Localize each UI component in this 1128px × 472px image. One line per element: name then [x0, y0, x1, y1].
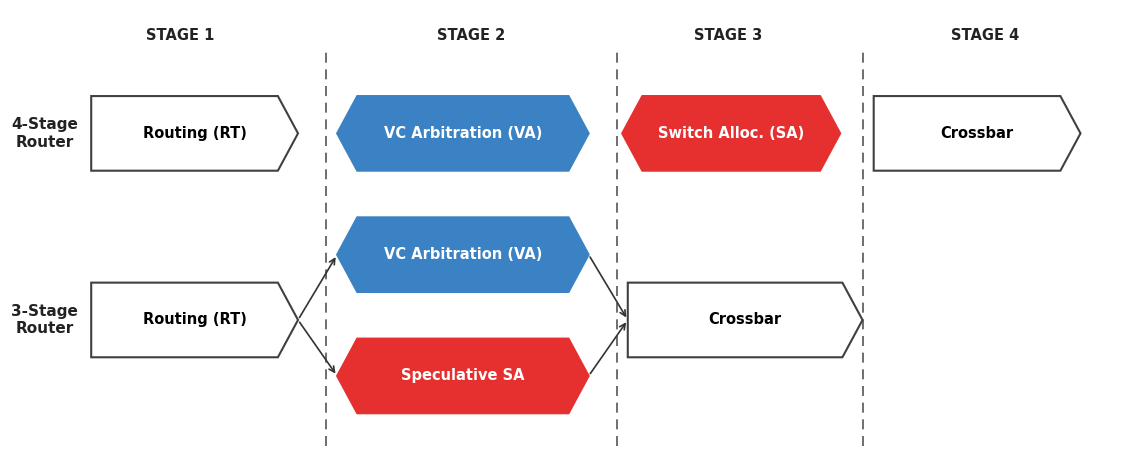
Text: VC Arbitration (VA): VC Arbitration (VA) — [384, 126, 543, 141]
Polygon shape — [623, 96, 840, 171]
Polygon shape — [91, 96, 298, 171]
Text: VC Arbitration (VA): VC Arbitration (VA) — [384, 247, 543, 262]
Text: Routing (RT): Routing (RT) — [142, 126, 247, 141]
Text: 4-Stage
Router: 4-Stage Router — [11, 117, 78, 150]
Polygon shape — [337, 96, 589, 171]
Polygon shape — [337, 217, 589, 292]
Text: 3-Stage
Router: 3-Stage Router — [11, 304, 78, 336]
Polygon shape — [628, 283, 863, 357]
Text: Crossbar: Crossbar — [941, 126, 1014, 141]
Polygon shape — [337, 338, 589, 413]
Text: STAGE 2: STAGE 2 — [438, 28, 505, 43]
Text: Crossbar: Crossbar — [708, 312, 782, 328]
Text: STAGE 3: STAGE 3 — [694, 28, 763, 43]
Text: Speculative SA: Speculative SA — [402, 369, 525, 383]
Text: STAGE 1: STAGE 1 — [147, 28, 214, 43]
Text: Routing (RT): Routing (RT) — [142, 312, 247, 328]
Text: STAGE 4: STAGE 4 — [951, 28, 1020, 43]
Polygon shape — [874, 96, 1081, 171]
Text: Switch Alloc. (SA): Switch Alloc. (SA) — [658, 126, 804, 141]
Polygon shape — [91, 283, 298, 357]
